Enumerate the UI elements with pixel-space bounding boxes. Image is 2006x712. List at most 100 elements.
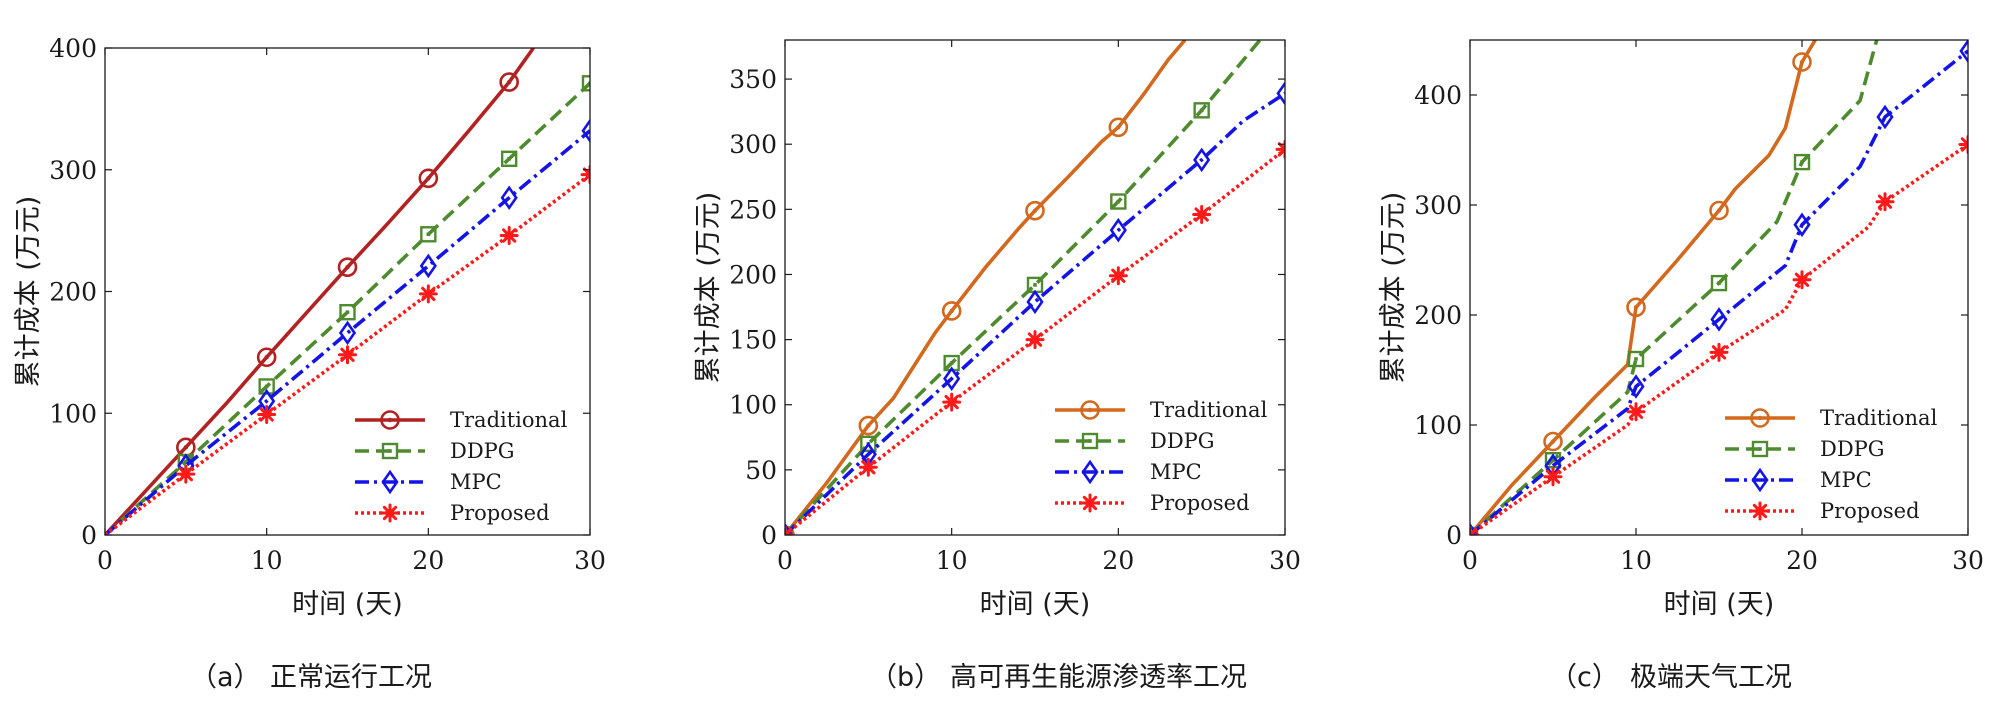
plot-frame: [784, 39, 1286, 536]
marker-traditional-dot: [506, 79, 512, 85]
series-line-mpc: [105, 129, 590, 535]
legend: Traditional DDPG MPC Proposed: [355, 408, 568, 525]
x-tick-label: 0: [777, 546, 793, 575]
legend-label-ddpg: DDPG: [450, 439, 515, 463]
x-tick-label: 10: [936, 546, 968, 575]
x-tick-label: 20: [1786, 546, 1818, 575]
marker-traditional-dot: [1716, 208, 1722, 213]
legend-marker-proposed: [1750, 501, 1770, 521]
marker-ddpg-dot: [588, 81, 590, 86]
marker-ddpg: [1627, 350, 1645, 368]
marker-traditional: [418, 168, 439, 189]
legend-marker-mpc: [1081, 459, 1099, 485]
marker-traditional: [256, 347, 277, 368]
legend-marker-proposed: [1080, 493, 1100, 513]
marker-ddpg-dot: [1116, 199, 1121, 204]
legend-marker-mpc: [381, 469, 399, 495]
marker-traditional-dot: [264, 355, 269, 360]
marker-traditional: [499, 72, 519, 92]
marker-mpc: [1109, 217, 1127, 243]
marker-mpc: [1710, 307, 1728, 332]
y-tick-label: 200: [729, 260, 777, 289]
marker-mpc: [1793, 212, 1811, 238]
x-axis-label: 时间 (天): [1664, 589, 1775, 620]
legend-label-ddpg: DDPG: [1820, 437, 1885, 461]
marker-traditional-dot: [426, 176, 431, 181]
marker-traditional-dot: [949, 308, 954, 314]
marker-ddpg: [500, 150, 518, 167]
y-axis-label: 累计成本 (万元): [13, 196, 44, 388]
y-tick-label: 300: [49, 156, 97, 185]
caption-id: （a）: [190, 662, 261, 693]
marker-mpc: [1627, 374, 1645, 399]
marker-ddpg-dot: [1033, 283, 1037, 287]
marker-traditional: [941, 301, 962, 321]
x-tick-label: 10: [251, 546, 283, 575]
marker-traditional: [858, 415, 879, 436]
marker-ddpg-dot: [949, 361, 954, 365]
legend-label-mpc: MPC: [1820, 468, 1872, 492]
legend-marker-traditional: [1750, 408, 1770, 428]
legend-marker-ddpg-dot: [1758, 447, 1762, 451]
marker-proposed: [858, 457, 878, 477]
legend-marker-proposed: [380, 503, 400, 523]
marker-ddpg-dot: [264, 384, 269, 389]
y-tick-label: 0: [1446, 521, 1462, 550]
marker-ddpg-dot: [507, 156, 511, 161]
legend-marker-traditional: [1080, 400, 1100, 420]
legend-label-proposed: Proposed: [1150, 491, 1250, 515]
x-tick-label: 10: [1620, 546, 1652, 575]
legend-marker-ddpg-dot: [388, 449, 392, 453]
marker-ddpg-dot: [1551, 458, 1555, 462]
marker-traditional: [1709, 200, 1729, 221]
legend-label-traditional: Traditional: [450, 408, 568, 432]
marker-mpc: [1193, 147, 1211, 173]
marker-ddpg-dot: [1199, 108, 1204, 113]
marker-ddpg: [860, 435, 877, 453]
marker-traditional: [1108, 117, 1129, 138]
marker-ddpg-dot: [184, 460, 188, 464]
legend-marker-traditional-dot: [1757, 415, 1763, 421]
marker-proposed: [1875, 192, 1895, 212]
marker-traditional-dot: [183, 445, 189, 450]
marker-mpc: [581, 118, 590, 144]
marker-ddpg: [258, 378, 275, 395]
legend-marker-ddpg: [1081, 432, 1099, 450]
legend-marker-traditional: [380, 410, 400, 430]
series-line-traditional: [1470, 40, 1817, 535]
marker-proposed: [176, 464, 196, 484]
marker-traditional-dot: [866, 423, 871, 428]
plot-frame: [1469, 39, 1969, 536]
marker-proposed: [257, 404, 277, 424]
marker-proposed: [418, 284, 438, 304]
caption-text: 高可再生能源渗透率工况: [950, 662, 1247, 693]
x-tick-label: 0: [97, 546, 113, 575]
series-line-traditional: [785, 40, 1187, 535]
series-line-mpc: [1470, 49, 1968, 535]
legend-label-proposed: Proposed: [450, 501, 550, 525]
y-tick-label: 300: [1414, 191, 1462, 220]
legend-marker-ddpg: [1751, 440, 1769, 458]
legend-label-ddpg: DDPG: [1150, 429, 1215, 453]
marker-proposed: [1025, 330, 1045, 350]
y-tick-label: 0: [761, 521, 777, 550]
series-line-ddpg: [1470, 40, 1879, 535]
caption-text: 极端天气工况: [1630, 662, 1792, 693]
series-group: [1470, 40, 1968, 535]
y-tick-label: 50: [745, 456, 777, 485]
legend-marker-ddpg-dot: [1088, 439, 1092, 443]
marker-mpc: [1276, 81, 1285, 106]
y-tick-label: 100: [49, 399, 97, 428]
marker-ddpg: [581, 75, 590, 92]
legend-marker-traditional-dot: [387, 417, 393, 423]
marker-mpc: [338, 320, 357, 346]
x-tick-label: 30: [1269, 546, 1301, 575]
marker-mpc: [1026, 289, 1044, 315]
marker-proposed: [1108, 266, 1128, 286]
series-group: [105, 48, 590, 535]
legend-label-proposed: Proposed: [1820, 499, 1920, 523]
marker-traditional: [337, 257, 358, 277]
marker-traditional: [1543, 431, 1563, 452]
marker-traditional-dot: [345, 264, 350, 270]
